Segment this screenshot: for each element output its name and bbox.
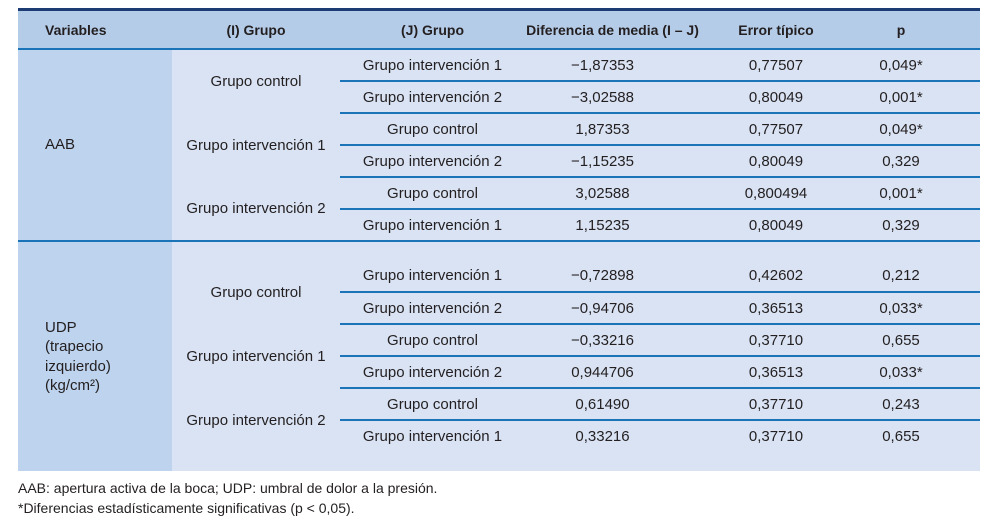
j-group-cell: Grupo intervención 1 — [340, 209, 525, 242]
table-row: Grupo intervención 2 −3,02588 0,80049 0,… — [18, 81, 980, 114]
j-group-cell: Grupo control — [340, 177, 525, 210]
variable-cell-aab: AAB — [18, 49, 172, 242]
j-group-cell: Grupo intervención 1 — [340, 49, 525, 82]
mean-diff-cell: 0,33216 — [525, 420, 700, 452]
p-value-cell: 0,655 — [852, 324, 980, 357]
p-value-cell: 0,243 — [852, 388, 980, 421]
posthoc-comparisons-table: Variables (I) Grupo (J) Grupo Diferencia… — [18, 8, 980, 471]
j-group-cell: Grupo intervención 1 — [340, 260, 525, 293]
table-row: Grupo intervención 2 Grupo control 0,614… — [18, 388, 980, 452]
table-row: Grupo intervención 1 0,33216 0,37710 0,6… — [18, 420, 980, 452]
mean-diff-cell: 1,15235 — [525, 209, 700, 242]
std-error-cell: 0,80049 — [700, 81, 852, 114]
p-value-cell: 0,001* — [852, 177, 980, 210]
i-group-cell: Grupo control — [172, 260, 340, 324]
table-row: Grupo intervención 1 1,15235 0,80049 0,3… — [18, 209, 980, 242]
table-header: Variables (I) Grupo (J) Grupo Diferencia… — [18, 9, 980, 50]
footnotes: AAB: apertura activa de la boca; UDP: um… — [18, 478, 437, 518]
j-group-cell: Grupo control — [340, 324, 525, 357]
col-header-p-value: p — [852, 9, 980, 50]
i-group-cell: Grupo intervención 2 — [172, 177, 340, 242]
mean-diff-cell: −1,15235 — [525, 145, 700, 178]
j-group-cell: Grupo control — [340, 388, 525, 421]
p-value-cell: 0,329 — [852, 145, 980, 178]
j-group-cell: Grupo intervención 1 — [340, 420, 525, 452]
p-value-cell: 0,001* — [852, 81, 980, 114]
std-error-cell: 0,36513 — [700, 356, 852, 389]
j-group-cell: Grupo intervención 2 — [340, 292, 525, 325]
std-error-cell: 0,800494 — [700, 177, 852, 210]
j-group-cell: Grupo intervención 2 — [340, 145, 525, 178]
table-row: Grupo intervención 1 Grupo control 1,873… — [18, 113, 980, 177]
p-value-cell: 0,049* — [852, 49, 980, 82]
mean-diff-cell: −0,33216 — [525, 324, 700, 357]
i-group-cell: Grupo intervención 1 — [172, 113, 340, 177]
table-row: Grupo intervención 2 −1,15235 0,80049 0,… — [18, 145, 980, 178]
p-value-cell: 0,049* — [852, 113, 980, 146]
mean-diff-cell: 3,02588 — [525, 177, 700, 210]
mean-diff-cell: −0,94706 — [525, 292, 700, 325]
p-value-cell: 0,033* — [852, 356, 980, 389]
col-header-std-error: Error típico — [700, 9, 852, 50]
spacer-row — [18, 452, 980, 471]
std-error-cell: 0,42602 — [700, 260, 852, 293]
j-group-cell: Grupo control — [340, 113, 525, 146]
mean-diff-cell: −3,02588 — [525, 81, 700, 114]
header-row: Variables (I) Grupo (J) Grupo Diferencia… — [18, 9, 980, 50]
table-row: Grupo control Grupo intervención 1 −0,72… — [18, 260, 980, 324]
p-value-cell: 0,329 — [852, 209, 980, 242]
col-header-j-grupo: (J) Grupo — [340, 9, 525, 50]
std-error-cell: 0,37710 — [700, 420, 852, 452]
p-value-cell: 0,033* — [852, 292, 980, 325]
col-header-mean-difference: Diferencia de media (I – J) — [525, 9, 700, 50]
p-value-cell: 0,655 — [852, 420, 980, 452]
i-group-cell: Grupo intervención 1 — [172, 324, 340, 388]
spacer-cell — [172, 452, 980, 471]
std-error-cell: 0,37710 — [700, 324, 852, 357]
variable-cell-udp: UDP (trapecio izquierdo) (kg/cm²) — [18, 241, 172, 471]
std-error-cell: 0,77507 — [700, 49, 852, 82]
table-row: AAB Grupo control Grupo intervención 1 −… — [18, 49, 980, 242]
footnote-significance: *Diferencias estadísticamente significat… — [18, 500, 355, 516]
i-group-cell: Grupo control — [172, 49, 340, 113]
std-error-cell: 0,77507 — [700, 113, 852, 146]
posthoc-comparisons-table-wrap: Variables (I) Grupo (J) Grupo Diferencia… — [18, 8, 980, 471]
std-error-cell: 0,80049 — [700, 145, 852, 178]
i-group-cell: Grupo intervención 2 — [172, 388, 340, 452]
spacer-row: UDP (trapecio izquierdo) (kg/cm²) — [18, 241, 980, 471]
mean-diff-cell: 0,61490 — [525, 388, 700, 421]
std-error-cell: 0,80049 — [700, 209, 852, 242]
col-header-variables: Variables — [18, 9, 172, 50]
j-group-cell: Grupo intervención 2 — [340, 356, 525, 389]
mean-diff-cell: −0,72898 — [525, 260, 700, 293]
table-row: Grupo intervención 2 0,944706 0,36513 0,… — [18, 356, 980, 389]
table-row: Grupo intervención 1 Grupo control −0,33… — [18, 324, 980, 388]
std-error-cell: 0,37710 — [700, 388, 852, 421]
table-body: AAB Grupo control Grupo intervención 1 −… — [18, 49, 980, 471]
std-error-cell: 0,36513 — [700, 292, 852, 325]
mean-diff-cell: 1,87353 — [525, 113, 700, 146]
mean-diff-cell: −1,87353 — [525, 49, 700, 82]
j-group-cell: Grupo intervención 2 — [340, 81, 525, 114]
table-row: Grupo intervención 2 −0,94706 0,36513 0,… — [18, 292, 980, 325]
mean-diff-cell: 0,944706 — [525, 356, 700, 389]
col-header-i-grupo: (I) Grupo — [172, 9, 340, 50]
spacer-cell — [172, 241, 980, 260]
table-row: Grupo intervención 2 Grupo control 3,025… — [18, 177, 980, 242]
p-value-cell: 0,212 — [852, 260, 980, 293]
footnote-abbreviations: AAB: apertura activa de la boca; UDP: um… — [18, 480, 438, 496]
